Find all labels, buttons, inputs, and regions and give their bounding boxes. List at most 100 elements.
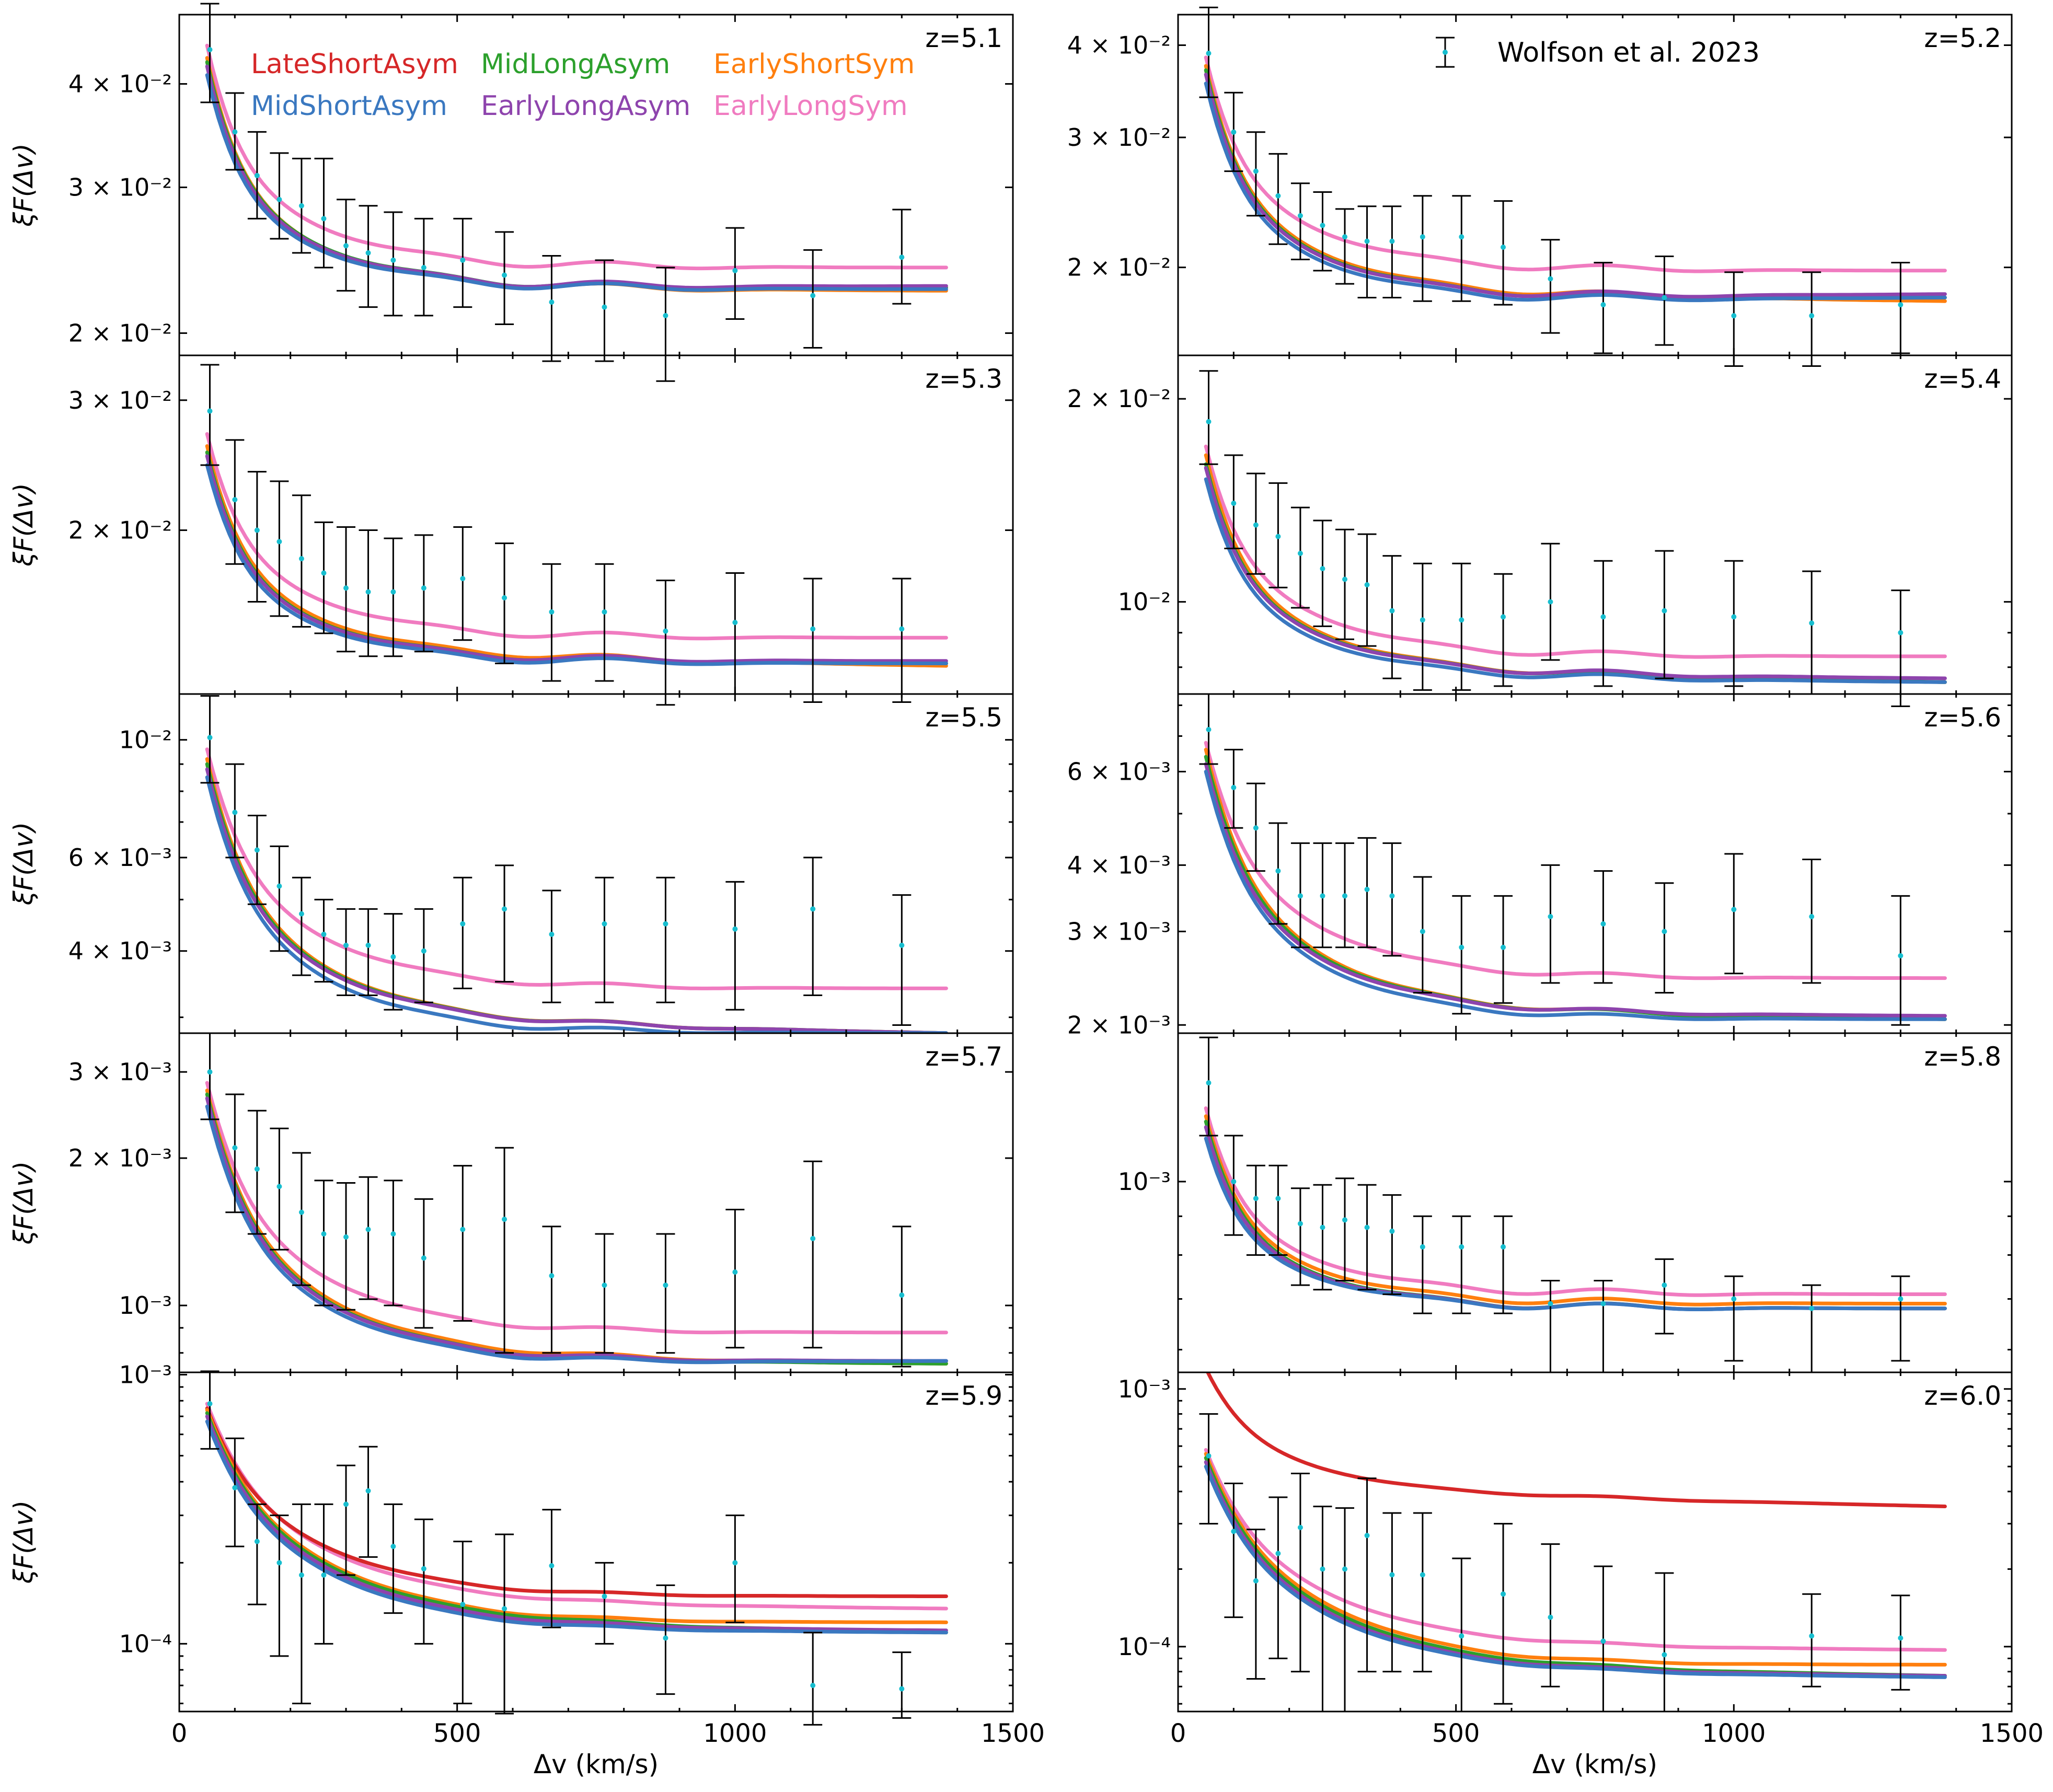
obs-point — [1268, 153, 1288, 245]
obs-point — [1224, 748, 1243, 829]
model-curve-LateShortAsym — [1205, 1372, 1947, 1508]
legend-entry-MidShortAsym: MidShortAsym — [251, 90, 447, 122]
y-tick-label: 3 × 10⁻² — [1067, 123, 1171, 152]
legend-entry-LateShortAsym: LateShortAsym — [251, 49, 458, 80]
y-tick-label: 2 × 10⁻² — [1067, 385, 1171, 413]
obs-point — [1313, 842, 1332, 949]
model-curve-EarlyLongSym — [1204, 741, 1947, 980]
obs-point — [414, 908, 433, 1003]
axes-frame — [1177, 354, 2013, 695]
model-curve-EarlyLongSym — [1204, 444, 1947, 659]
y-tick-label: 3 × 10⁻³ — [1067, 917, 1171, 945]
obs-point — [1290, 506, 1310, 609]
obs-point — [270, 480, 289, 617]
obs-point — [1224, 1483, 1243, 1618]
obs-point — [495, 1533, 514, 1715]
model-curve-EarlyLongSym — [205, 43, 948, 271]
y-tick-label: 10⁻³ — [1118, 1375, 1171, 1403]
obs-point — [1246, 131, 1265, 217]
y-tick-label: 3 × 10⁻³ — [68, 1058, 172, 1086]
x-axis-label: Δv (km/s) — [1532, 1749, 1657, 1779]
obs-point — [1357, 533, 1377, 647]
obs-point — [1313, 191, 1332, 272]
x-tick-label: 500 — [433, 1719, 481, 1748]
y-tick-label: 10⁻² — [1118, 588, 1171, 616]
obs-point — [1594, 1565, 1613, 1712]
obs-point — [225, 1093, 245, 1213]
obs-point — [270, 152, 289, 240]
obs-point — [656, 1233, 675, 1354]
obs-point — [892, 577, 912, 703]
redshift-label: z=6.0 — [1924, 1381, 2001, 1411]
obs-point — [1541, 1543, 1560, 1687]
model-curve-EarlyLongAsym — [205, 1096, 948, 1363]
axes-frame — [1177, 1032, 2013, 1373]
obs-point — [200, 3, 220, 103]
obs-point — [595, 1562, 614, 1645]
obs-point — [247, 815, 267, 905]
obs-point — [1199, 1413, 1218, 1525]
panel-z-5-2: 2 × 10⁻² 3 × 10⁻² 4 × 10⁻² z=5.2 — [1067, 6, 2013, 367]
obs-point — [595, 563, 614, 682]
obs-point — [200, 364, 220, 466]
obs-point — [453, 217, 472, 308]
obs-point — [892, 1226, 912, 1368]
redshift-label: z=5.5 — [925, 702, 1002, 733]
model-curve-MidShortAsym — [205, 73, 948, 292]
obs-point — [414, 534, 433, 653]
obs-point — [892, 1651, 912, 1719]
obs-point — [1224, 454, 1243, 549]
model-curve-MidLongAsym — [1204, 68, 1947, 300]
obs-point — [1452, 195, 1471, 302]
y-axis-label: ξF(Δv) — [8, 483, 39, 566]
obs-point — [292, 157, 311, 254]
axes-frame — [178, 354, 1014, 695]
obs-point — [314, 157, 333, 269]
obs-point — [1724, 560, 1744, 687]
obs-point — [495, 864, 514, 983]
obs-point — [337, 199, 355, 292]
obs-point — [1335, 1507, 1354, 1712]
obs-point — [1413, 562, 1432, 691]
obs-point — [414, 1518, 433, 1645]
model-curve-EarlyLongAsym — [1204, 466, 1947, 680]
obs-point — [384, 1180, 403, 1307]
obs-point — [1382, 205, 1402, 299]
obs-point — [1313, 1506, 1332, 1712]
obs-point — [1452, 1557, 1471, 1712]
obs-point — [200, 695, 220, 784]
obs-point — [1594, 1280, 1613, 1373]
obs-point — [359, 529, 378, 657]
panel-z-5-3: 2 × 10⁻² 3 × 10⁻² z=5.3 ξF(Δv) — [8, 354, 1014, 706]
obs-point — [1199, 693, 1218, 765]
model-curve-LateShortAsym — [205, 1406, 948, 1598]
obs-point — [225, 1437, 245, 1547]
obs-point — [314, 898, 333, 983]
obs-point — [384, 537, 403, 657]
y-tick-label: 10⁻⁴ — [1118, 1633, 1171, 1661]
model-curve-EarlyLongAsym — [205, 1414, 948, 1633]
obs-point — [247, 471, 267, 603]
obs-point — [1541, 864, 1560, 984]
panel-z-5-7: 10⁻³ 2 × 10⁻³ 3 × 10⁻³ z=5.7 ξF(Δv) — [8, 1032, 1014, 1373]
obs-point — [247, 1503, 267, 1605]
model-curve-EarlyLongAsym — [1204, 762, 1947, 1018]
obs-point — [1335, 528, 1354, 640]
obs-point — [1452, 1215, 1471, 1314]
obs-point — [1891, 589, 1910, 708]
obs-point — [337, 1182, 355, 1311]
obs-point — [1655, 256, 1674, 346]
y-tick-label: 2 × 10⁻³ — [68, 1144, 172, 1172]
obs-point — [803, 857, 823, 997]
obs-point — [225, 439, 245, 565]
y-tick-label: 2 × 10⁻² — [68, 319, 172, 347]
y-tick-label: 3 × 10⁻² — [68, 386, 172, 414]
obs-point — [725, 1514, 745, 1624]
obs-point — [292, 494, 311, 628]
model-curve-MidLongAsym — [1204, 462, 1947, 684]
obs-point — [1290, 182, 1310, 261]
obs-point — [337, 526, 355, 653]
obs-point — [1655, 1258, 1674, 1335]
panel-z-6-0: 10⁻⁴ 10⁻³ z=6.0 0 500 1000 1500 Δv (km/s) — [1118, 1371, 2044, 1779]
y-tick-label: 4 × 10⁻³ — [1067, 851, 1171, 879]
